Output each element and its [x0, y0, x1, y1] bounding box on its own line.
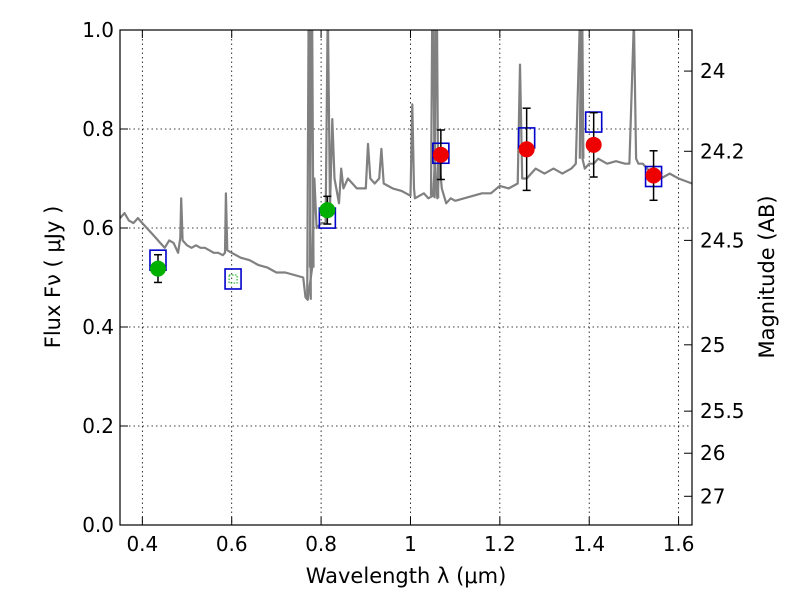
x-tick-label: 0.8: [305, 532, 337, 556]
red-point: [645, 167, 662, 184]
mag-tick-label: 26: [700, 441, 725, 465]
y-tick-label: 1.0: [82, 18, 114, 42]
red-point: [432, 146, 449, 163]
red-point: [585, 136, 602, 153]
x-tick-label: 1: [404, 532, 417, 556]
y-axis-label: Flux Fν ( μJy ): [41, 206, 65, 349]
spectrum-peak: [433, 30, 440, 199]
x-tick-label: 1.2: [484, 532, 516, 556]
y-tick-label: 0.6: [82, 216, 114, 240]
y-tick-label: 0.0: [82, 513, 114, 537]
green-point: [319, 202, 336, 219]
spectrum-peak: [631, 0, 635, 20]
green-point: [149, 260, 166, 277]
spectrum-line: [120, 30, 692, 301]
ticks: 0.4 0.6 0.8 1 1.2 1.4 1.6 0.0 0.2 0.4 0.6 0.8 1.0 24 2…: [82, 18, 744, 556]
x-tick-label: 1.6: [663, 532, 695, 556]
plot-area: [120, 30, 692, 525]
spectrum-peak: [578, 30, 585, 159]
data-layer: [120, 0, 692, 301]
y-tick-label: 0.4: [82, 315, 114, 339]
model-box: [224, 268, 242, 290]
y-tick-label: 0.8: [82, 117, 114, 141]
mag-tick-label: 27: [700, 484, 725, 508]
mag-tick-label: 24.2: [700, 139, 745, 163]
mag-tick-label: 24: [700, 59, 725, 83]
x-tick-label: 0.4: [126, 532, 158, 556]
spectrum-peak: [429, 30, 436, 196]
green-point-hollow: [228, 274, 238, 284]
y-tick-label: 0.2: [82, 414, 114, 438]
y2-axis-label: Magnitude (AB): [755, 195, 779, 358]
spectrum-peak: [308, 30, 315, 268]
mag-tick-label: 24.5: [700, 228, 745, 252]
x-tick-label: 1.4: [573, 532, 605, 556]
red-point: [518, 141, 535, 158]
plot-frame: [119, 29, 693, 526]
mag-tick-label: 25.5: [700, 399, 745, 423]
x-axis-label: Wavelength λ (μm): [306, 564, 507, 588]
x-tick-label: 0.6: [216, 532, 248, 556]
mag-tick-label: 25: [700, 333, 725, 357]
